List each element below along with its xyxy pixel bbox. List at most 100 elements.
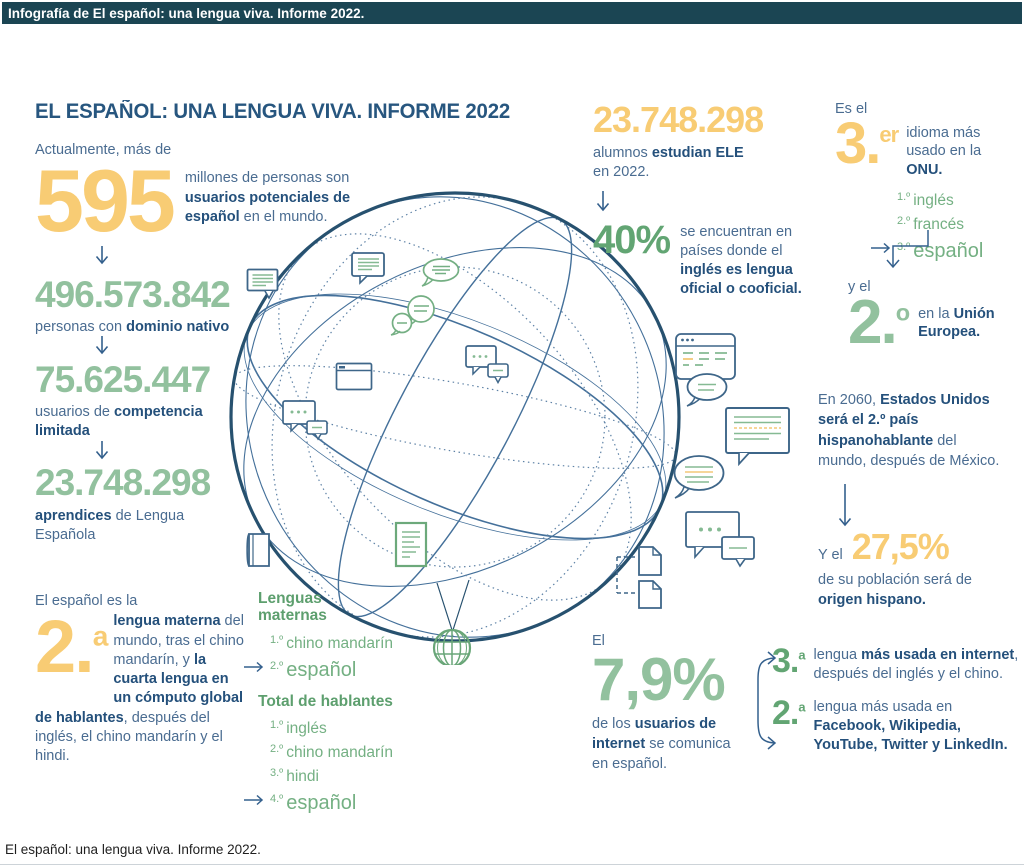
ele-percent-desc: se encuentran en países donde el inglés … bbox=[680, 223, 803, 300]
speech-bubble-icon bbox=[725, 407, 790, 466]
internet-desc: de los usuarios de internet se comunica … bbox=[592, 714, 750, 774]
hispanic-origin-block: Y el 27,5% de su población será de orige… bbox=[818, 526, 1006, 611]
globe-icon bbox=[432, 628, 472, 665]
desc-part: la cuarta lengua en un cómputo global de… bbox=[35, 651, 244, 726]
ele-block: 23.748.298 alumnos estudian ELE en 2022.… bbox=[593, 102, 803, 300]
desc-part: aprendices bbox=[35, 508, 112, 524]
onu-block: Es el 3.er idioma más usado en la ONU. 1… bbox=[835, 100, 1020, 264]
desc-part: ONU. bbox=[906, 161, 943, 178]
rank-item: 1.º chino mandarín bbox=[270, 630, 431, 654]
chat-dots-bubble-icon bbox=[465, 345, 509, 384]
down-arrow-icon bbox=[95, 246, 109, 265]
rank-ordinal: 2.º bbox=[270, 660, 284, 673]
desc-part: de su población será de bbox=[818, 572, 972, 588]
down-arrow-icon bbox=[596, 190, 610, 211]
rankings-block: Lenguas maternas 1.º chino mandarín 2.º es… bbox=[244, 590, 431, 816]
desc-part: idioma más usado en la bbox=[906, 125, 982, 160]
hispanic-prefix: Y el bbox=[818, 547, 843, 563]
rank-item: 1.º inglés bbox=[897, 187, 1020, 211]
internet-ranks-block: 3.a lengua más usada en internet, despué… bbox=[772, 644, 1024, 756]
onu-desc: idioma más usado en la ONU. bbox=[906, 124, 1006, 178]
rank-number: 2. bbox=[772, 693, 799, 732]
ele-desc: alumnos estudian ELE en 2022. bbox=[593, 144, 753, 183]
stat-percent-275: 27,5% bbox=[851, 526, 950, 567]
down-arrow-icon bbox=[95, 336, 109, 355]
rank-item-highlighted: 3.º español bbox=[871, 235, 1020, 264]
internet-block: El 7,9% de los usuarios de internet se c… bbox=[592, 632, 757, 774]
down-arrow-icon bbox=[95, 441, 109, 460]
rank-ordinal: 1.º bbox=[897, 190, 911, 203]
rank-sup: a bbox=[92, 620, 109, 652]
rank-number-2a: 2.a bbox=[35, 610, 109, 696]
rank-label: español bbox=[913, 239, 984, 262]
desc-part: origen hispano. bbox=[818, 592, 926, 609]
desc-part: competencia limitada bbox=[35, 404, 203, 440]
potential-users-block: Actualmente, más de 595 millones de pers… bbox=[35, 141, 375, 245]
desc-part: Estados Unidos será el 2.º país hispanoh… bbox=[818, 392, 990, 449]
speakers-intro: Actualmente, más de bbox=[35, 142, 172, 158]
rank-number-2a: 2.a bbox=[772, 696, 806, 756]
footer-caption: El español: una lengua viva. Informe 202… bbox=[5, 842, 261, 857]
usa-2060-block: En 2060, Estados Unidos será el 2.º país… bbox=[818, 390, 1006, 471]
desc-part: del mundo, después de México. bbox=[818, 432, 1000, 469]
stat-number-learners: 23.748.298 bbox=[35, 462, 211, 503]
header-bar: Infografía de El español: una lengua viv… bbox=[2, 2, 1022, 24]
native-speakers-block: 496.573.842 personas con dominio nativo bbox=[35, 276, 295, 337]
rank-sup: er bbox=[879, 122, 899, 148]
onu-intro: Es el bbox=[835, 101, 868, 117]
stat-desc-limited: usuarios de competencia limitada bbox=[35, 403, 220, 442]
right-arrow-icon bbox=[244, 795, 264, 806]
chat-bubbles-icon bbox=[390, 295, 435, 336]
right-arrow-icon bbox=[871, 242, 891, 253]
rank-label: español bbox=[286, 659, 357, 682]
rank-sup: a bbox=[798, 699, 805, 715]
desc-part: lengua materna bbox=[113, 613, 221, 630]
stat-percent-40: 40% bbox=[593, 217, 671, 262]
stat-number-ele: 23.748.298 bbox=[593, 99, 764, 140]
round-speech-bubble-icon bbox=[673, 455, 725, 499]
desc-part: dominio nativo bbox=[126, 319, 230, 335]
rank-ordinal: 1.º bbox=[270, 719, 284, 732]
desc-part: Facebook, Wikipedia, YouTube, Twitter y … bbox=[813, 717, 1008, 754]
right-arrow-icon bbox=[244, 662, 264, 673]
rank-ordinal: 3.º bbox=[270, 767, 284, 780]
limited-users-block: 75.625.447 usuarios de competencia limit… bbox=[35, 361, 295, 442]
desc-part: estudian ELE bbox=[651, 145, 744, 161]
desc-part: millones de personas son bbox=[184, 170, 350, 187]
internet-intro: El bbox=[592, 633, 605, 649]
rank-label: francés bbox=[913, 215, 965, 233]
desc-part: del mundo, tras el chino mandarín, y bbox=[113, 613, 244, 668]
elbow-connector-icon bbox=[886, 230, 929, 269]
stat-number-native: 496.573.842 bbox=[35, 274, 231, 315]
desc-part: se encuentran en países donde el bbox=[680, 223, 793, 259]
bottom-divider bbox=[0, 864, 1024, 865]
desc-part: de los bbox=[592, 716, 635, 733]
rank-number-2o: 2.o bbox=[848, 292, 910, 354]
rank-item: 1.º inglés bbox=[270, 715, 431, 739]
rank-label: chino mandarín bbox=[286, 744, 394, 762]
rank-label: hindi bbox=[286, 768, 319, 786]
mother-tongue-text: lengua materna del mundo, tras el chino … bbox=[35, 612, 245, 766]
rank-item: 2.º chino mandarín bbox=[270, 739, 431, 763]
desc-part: lengua más usada en bbox=[813, 698, 953, 715]
document-icon bbox=[394, 521, 428, 568]
internet-rank-3: 3.a lengua más usada en internet, despué… bbox=[772, 644, 1024, 685]
rank-number: 3. bbox=[835, 111, 881, 177]
mother-tongue-intro: El español es la bbox=[35, 593, 138, 609]
rank-ordinal: 2.º bbox=[270, 743, 284, 756]
desc-part: En 2060, bbox=[818, 392, 881, 408]
stat-desc-native: personas con dominio nativo bbox=[35, 318, 295, 337]
speech-bubble-icon bbox=[351, 252, 385, 285]
browser-window-icon bbox=[675, 333, 736, 380]
desc-part: , después del inglés y el chino. bbox=[813, 647, 1019, 683]
rank-number: 2. bbox=[848, 288, 898, 358]
desc-part: más usada en internet bbox=[861, 647, 1015, 663]
desc-part: de Lengua Española bbox=[35, 508, 185, 544]
internet-rank-2: 2.a lengua más usada en Facebook, Wikipe… bbox=[772, 696, 1024, 756]
page-title: EL ESPAÑOL: UNA LENGUA VIVA. INFORME 202… bbox=[35, 100, 510, 123]
eu-block: y el 2.o en la Unión Europea. bbox=[848, 278, 1018, 354]
rank-sup: a bbox=[798, 647, 805, 663]
desc-part: en el mundo. bbox=[239, 208, 328, 225]
rank-item-highlighted: 2.º español bbox=[244, 654, 431, 683]
rank-ordinal: 2.º bbox=[897, 214, 911, 227]
